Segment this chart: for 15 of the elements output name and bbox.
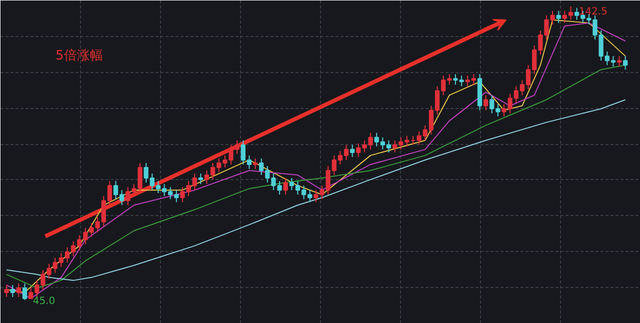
candlestick [198, 173, 204, 185]
annotation: 142.5 [578, 6, 608, 18]
candlestick [252, 158, 258, 170]
candlestick [22, 282, 28, 301]
candlestick [556, 10, 561, 24]
candlestick [4, 284, 9, 298]
candlestick [616, 56, 622, 68]
candlestick [16, 282, 22, 298]
candlestick [483, 94, 488, 111]
annotation: 5倍涨幅 [56, 48, 103, 64]
annotation: 45.0 [32, 296, 56, 308]
candlestick [623, 56, 628, 70]
candlestick [350, 144, 355, 158]
candlestick [10, 284, 15, 298]
candlestick [283, 178, 288, 196]
